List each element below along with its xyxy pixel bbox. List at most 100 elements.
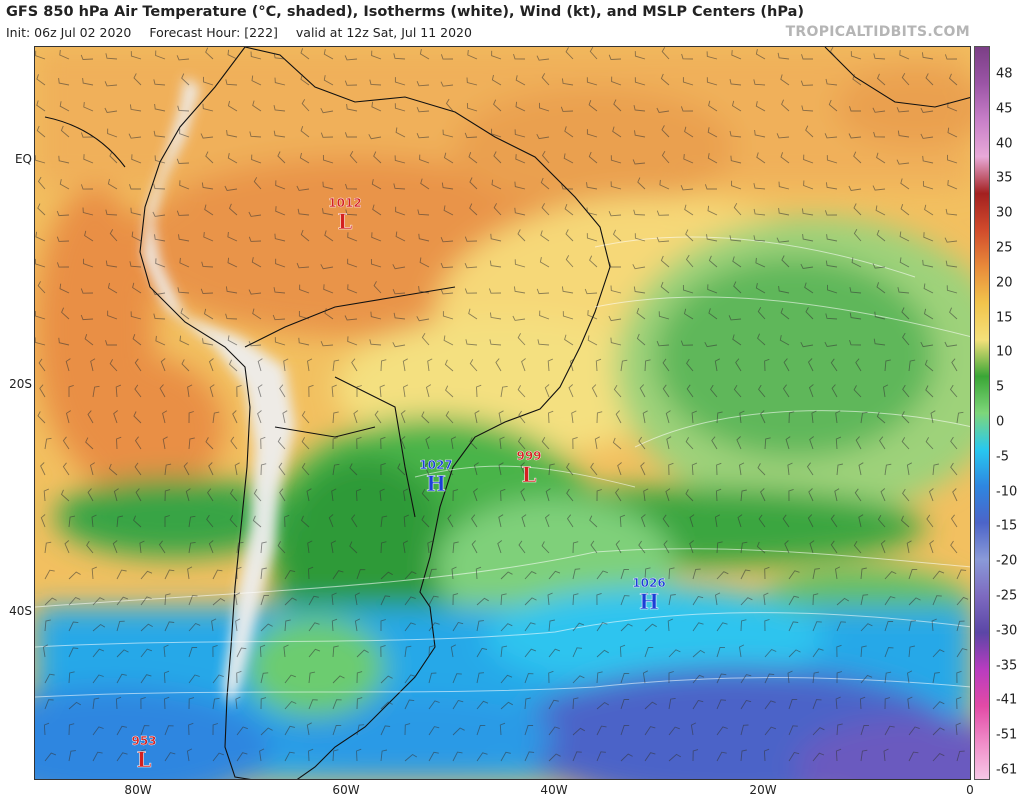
wind-barb <box>704 184 717 190</box>
wind-barb <box>68 384 74 397</box>
wind-barb <box>812 568 820 580</box>
wind-barb <box>212 597 226 606</box>
wind-barb <box>331 592 337 606</box>
wind-barb <box>812 727 825 736</box>
wind-barb <box>610 285 622 294</box>
wind-barb <box>836 644 842 658</box>
wind-barb <box>899 231 910 242</box>
wind-barb <box>515 75 526 86</box>
wind-barb <box>249 131 262 138</box>
wind-barb <box>179 335 190 346</box>
wind-barb <box>425 436 431 450</box>
colorbar-label: -15 <box>996 518 1018 534</box>
wind-barb <box>65 358 71 372</box>
wind-barb <box>660 255 670 268</box>
lon-label-40w: 40W <box>540 783 568 797</box>
wind-barb <box>428 645 435 658</box>
wind-barb <box>536 288 550 295</box>
wind-barb <box>369 79 382 86</box>
wind-barb <box>517 229 526 242</box>
wind-barb <box>105 260 118 268</box>
wind-barb <box>320 264 334 270</box>
colorbar-label: 5 <box>996 379 1005 395</box>
wind-barb <box>416 133 430 139</box>
wind-barb <box>873 131 886 138</box>
wind-barb <box>872 263 886 269</box>
wind-barb <box>489 260 502 268</box>
wind-barb <box>332 463 340 476</box>
wind-barb <box>824 210 838 216</box>
wind-barb <box>371 101 382 112</box>
wind-barb <box>428 700 440 710</box>
wind-barb <box>801 208 814 216</box>
wind-barb <box>755 283 766 294</box>
wind-barb <box>356 436 362 450</box>
wind-barb <box>187 566 193 580</box>
wind-barb <box>776 237 790 243</box>
wind-barb <box>274 337 286 346</box>
wind-barb <box>402 358 408 372</box>
wind-barb <box>257 358 263 372</box>
wind-barb <box>685 437 694 450</box>
wind-barb <box>692 595 704 606</box>
wind-barb <box>620 595 630 606</box>
wind-barb <box>639 384 646 398</box>
wind-barb <box>897 130 910 138</box>
wind-barb <box>560 106 574 112</box>
wind-barb <box>590 540 598 554</box>
wind-barb <box>620 673 630 684</box>
wind-barb <box>467 49 478 60</box>
wind-barb <box>441 182 454 190</box>
wind-barb <box>853 540 862 554</box>
wind-barb <box>296 262 310 269</box>
wind-barb <box>68 671 75 684</box>
wind-barb <box>782 384 790 398</box>
colorbar-label: -41 <box>996 692 1018 708</box>
wind-barb <box>561 286 574 294</box>
wind-barb <box>468 308 478 320</box>
wind-barb <box>394 77 406 86</box>
wind-barb <box>548 670 554 684</box>
colorbar-label: 10 <box>996 344 1013 360</box>
temperature-colorbar <box>974 46 990 780</box>
wind-barb <box>443 152 454 164</box>
wind-barb <box>225 313 238 320</box>
wind-barb <box>739 410 745 424</box>
wind-barb <box>782 514 790 528</box>
wind-barb <box>380 644 386 658</box>
wind-barb <box>332 570 344 580</box>
wind-barb <box>107 128 118 138</box>
wind-barb <box>753 79 766 86</box>
wind-barb <box>65 410 71 424</box>
pressure-center-value: 953 <box>131 734 156 748</box>
colorbar-label: 45 <box>996 101 1013 117</box>
wind-barb <box>476 700 489 710</box>
wind-barb <box>778 285 790 294</box>
wind-barb <box>831 384 838 398</box>
wind-barb <box>611 76 622 86</box>
wind-barb <box>380 541 387 554</box>
wind-barb <box>907 696 913 710</box>
wind-barb <box>299 284 310 294</box>
wind-barb <box>132 282 142 294</box>
wind-barb <box>812 699 822 710</box>
wind-barb <box>949 307 958 320</box>
wind-barb <box>379 384 385 398</box>
wind-barb <box>521 514 527 528</box>
wind-barb <box>227 231 238 242</box>
wind-barb <box>735 358 742 372</box>
wind-barb <box>476 752 488 762</box>
wind-barb <box>732 256 742 268</box>
wind-barb <box>252 100 262 112</box>
pressure-center-symbol: H <box>639 589 659 614</box>
wind-barb <box>440 81 454 87</box>
wind-barb <box>371 232 382 242</box>
wind-barb <box>638 540 646 554</box>
wind-barb <box>354 618 361 632</box>
wind-barb <box>40 462 46 476</box>
wind-barb <box>908 620 917 632</box>
wind-barb <box>420 178 430 190</box>
wind-barb <box>61 307 70 320</box>
wind-barb <box>836 621 846 632</box>
wind-barb <box>615 540 622 554</box>
